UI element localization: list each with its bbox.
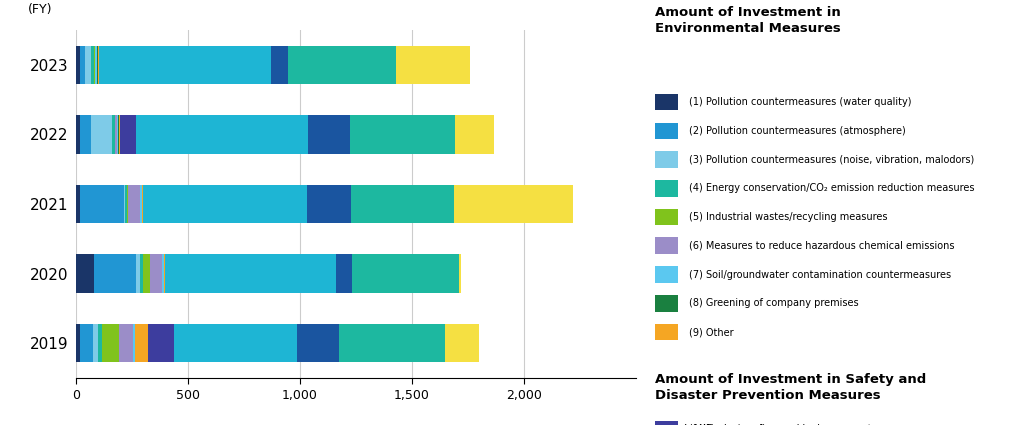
- Bar: [339, 324, 444, 363]
- Bar: [76, 185, 80, 223]
- Bar: [119, 324, 133, 363]
- Bar: [120, 115, 135, 153]
- Bar: [135, 324, 147, 363]
- Text: Amount of Investment in
Environmental Measures: Amount of Investment in Environmental Me…: [655, 6, 840, 35]
- Bar: [112, 115, 115, 153]
- Bar: [99, 45, 272, 84]
- Bar: [139, 185, 141, 223]
- Bar: [98, 324, 102, 363]
- Bar: [162, 255, 164, 293]
- Bar: [93, 324, 98, 363]
- Bar: [272, 45, 288, 84]
- Bar: [308, 115, 349, 153]
- Bar: [92, 115, 112, 153]
- Bar: [85, 45, 92, 84]
- Bar: [80, 324, 93, 363]
- Bar: [149, 255, 162, 293]
- Text: (7) Soil/groundwater contamination countermeasures: (7) Soil/groundwater contamination count…: [689, 269, 951, 280]
- Bar: [655, 324, 679, 340]
- Bar: [655, 421, 679, 425]
- Bar: [351, 255, 460, 293]
- Bar: [124, 185, 127, 223]
- Bar: [135, 115, 308, 153]
- Bar: [133, 324, 134, 363]
- Bar: [98, 45, 99, 84]
- Bar: [76, 115, 80, 153]
- Bar: [96, 45, 97, 84]
- Bar: [655, 209, 679, 225]
- Bar: [444, 324, 480, 363]
- Bar: [655, 94, 679, 110]
- Bar: [76, 255, 94, 293]
- Text: (5) Industrial wastes/recycling measures: (5) Industrial wastes/recycling measures: [689, 212, 888, 222]
- Bar: [92, 45, 94, 84]
- Text: (2) Pollution countermeasures (atmosphere): (2) Pollution countermeasures (atmospher…: [689, 126, 906, 136]
- Bar: [136, 255, 139, 293]
- Bar: [94, 45, 95, 84]
- Bar: [336, 255, 351, 293]
- Text: (9) Other: (9) Other: [689, 327, 733, 337]
- Bar: [119, 115, 120, 153]
- Bar: [80, 45, 85, 84]
- Bar: [94, 255, 136, 293]
- Bar: [143, 185, 307, 223]
- Bar: [453, 185, 573, 223]
- Bar: [76, 45, 80, 84]
- Bar: [166, 255, 336, 293]
- Bar: [288, 45, 396, 84]
- Text: (FY): (FY): [28, 3, 53, 16]
- Text: (8) Greening of company premises: (8) Greening of company premises: [689, 298, 858, 308]
- Bar: [396, 45, 470, 84]
- Bar: [80, 185, 124, 223]
- Text: Amount of Investment in Safety and
Disaster Prevention Measures: Amount of Investment in Safety and Disas…: [655, 373, 926, 402]
- Bar: [80, 115, 92, 153]
- Bar: [349, 115, 456, 153]
- Bar: [116, 115, 118, 153]
- Bar: [307, 185, 350, 223]
- Bar: [127, 185, 139, 223]
- Bar: [655, 295, 679, 312]
- Bar: [139, 255, 143, 293]
- Text: (4) Energy conservation/CO₂ emission reduction measures: (4) Energy conservation/CO₂ emission red…: [689, 183, 975, 193]
- Bar: [655, 122, 679, 139]
- Bar: [297, 324, 339, 363]
- Bar: [147, 324, 175, 363]
- Bar: [165, 255, 166, 293]
- Bar: [143, 255, 149, 293]
- Bar: [102, 324, 119, 363]
- Bar: [460, 255, 462, 293]
- Text: (1) Pollution countermeasures (water quality): (1) Pollution countermeasures (water qua…: [689, 97, 912, 107]
- Text: 2,500  (Million yen): 2,500 (Million yen): [636, 424, 765, 425]
- Bar: [115, 115, 116, 153]
- Text: (6) Measures to reduce hazardous chemical emissions: (6) Measures to reduce hazardous chemica…: [689, 241, 954, 251]
- Bar: [175, 324, 297, 363]
- Bar: [456, 115, 494, 153]
- Bar: [655, 180, 679, 197]
- Bar: [142, 185, 143, 223]
- Bar: [655, 238, 679, 254]
- Bar: [76, 324, 80, 363]
- Bar: [655, 266, 679, 283]
- Bar: [350, 185, 453, 223]
- Bar: [655, 151, 679, 168]
- Text: (3) Pollution countermeasures (noise, vibration, malodors): (3) Pollution countermeasures (noise, vi…: [689, 155, 975, 164]
